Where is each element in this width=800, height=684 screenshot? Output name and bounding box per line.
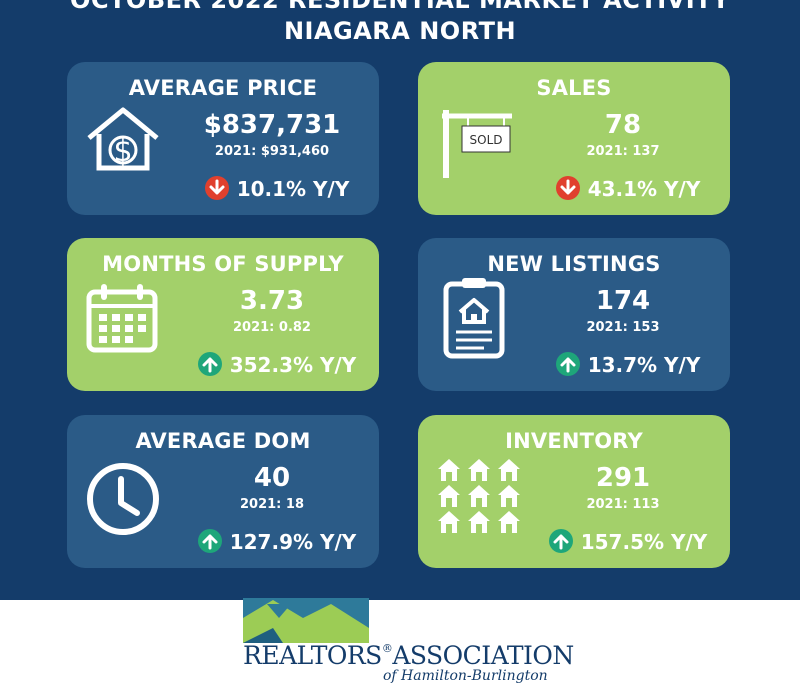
average-price-card: AVERAGE PRICE $ $837,731 2021: $931,460 …	[67, 62, 379, 215]
card-previous: 2021: 18	[240, 497, 304, 512]
sold-sign-text: SOLD	[470, 133, 503, 147]
change-text: 352.3% Y/Y	[229, 353, 357, 377]
card-heading: NEW LISTINGS	[487, 252, 661, 276]
card-change: 43.1% Y/Y	[523, 176, 733, 201]
up-arrow-icon	[555, 352, 580, 376]
card-value: $837,731	[203, 110, 341, 140]
change-text: 43.1% Y/Y	[587, 177, 701, 201]
card-previous: 2021: 137	[586, 144, 660, 159]
clipboard-house-icon	[443, 278, 505, 359]
card-heading: INVENTORY	[505, 429, 643, 453]
card-previous: 2021: $931,460	[214, 144, 330, 159]
new-listings-card: NEW LISTINGS 174 2021: 153 13.7% Y/Y	[418, 238, 730, 391]
up-arrow-icon	[197, 529, 222, 553]
card-value: 40	[253, 463, 291, 493]
down-arrow-icon	[204, 176, 229, 200]
association-subtitle: of Hamilton-Burlington	[383, 668, 548, 684]
change-text: 10.1% Y/Y	[236, 177, 350, 201]
sales-card: SALES SOLD 78 2021: 137 43.1% Y/Y	[418, 62, 730, 215]
clock-icon	[87, 463, 159, 535]
card-previous: 2021: 0.82	[233, 320, 311, 335]
card-heading: SALES	[536, 76, 612, 100]
down-arrow-icon	[555, 176, 580, 200]
page-title: OCTOBER 2022 RESIDENTIAL MARKET ACTIVITY	[70, 0, 730, 14]
card-previous: 2021: 153	[586, 320, 660, 335]
average-dom-card: AVERAGE DOM 40 2021: 18 127.9% Y/Y	[67, 415, 379, 568]
card-change: 13.7% Y/Y	[523, 352, 733, 377]
months-of-supply-card: MONTHS OF SUPPLY 3.73 2021: 0.82 352.3% …	[67, 238, 379, 391]
card-change: 352.3% Y/Y	[172, 352, 382, 377]
inventory-card: INVENTORY 291 2021: 113 157.5% Y/Y	[418, 415, 730, 568]
card-previous: 2021: 113	[586, 497, 660, 512]
change-text: 13.7% Y/Y	[587, 353, 701, 377]
house-dollar-icon: $	[87, 107, 159, 171]
page-subtitle: NIAGARA NORTH	[283, 17, 517, 45]
card-value: 3.73	[239, 286, 305, 316]
svg-text:$: $	[113, 134, 132, 169]
houses-grid-icon	[438, 459, 520, 533]
up-arrow-icon	[197, 352, 222, 376]
card-heading: AVERAGE DOM	[135, 429, 311, 453]
card-heading: AVERAGE PRICE	[128, 76, 318, 100]
card-change: 157.5% Y/Y	[523, 529, 733, 554]
sold-sign-icon: SOLD	[442, 110, 512, 178]
change-text: 157.5% Y/Y	[580, 530, 708, 554]
card-value: 174	[595, 286, 651, 316]
change-text: 127.9% Y/Y	[229, 530, 357, 554]
association-name: REALTORS®ASSOCIATION	[243, 641, 574, 670]
card-value: 291	[595, 463, 651, 493]
up-arrow-icon	[548, 529, 573, 553]
card-value: 78	[604, 110, 642, 140]
card-change: 10.1% Y/Y	[172, 176, 382, 201]
card-heading: MONTHS OF SUPPLY	[102, 252, 344, 276]
association-logo	[243, 598, 369, 643]
calendar-icon	[86, 284, 158, 353]
card-change: 127.9% Y/Y	[172, 529, 382, 554]
